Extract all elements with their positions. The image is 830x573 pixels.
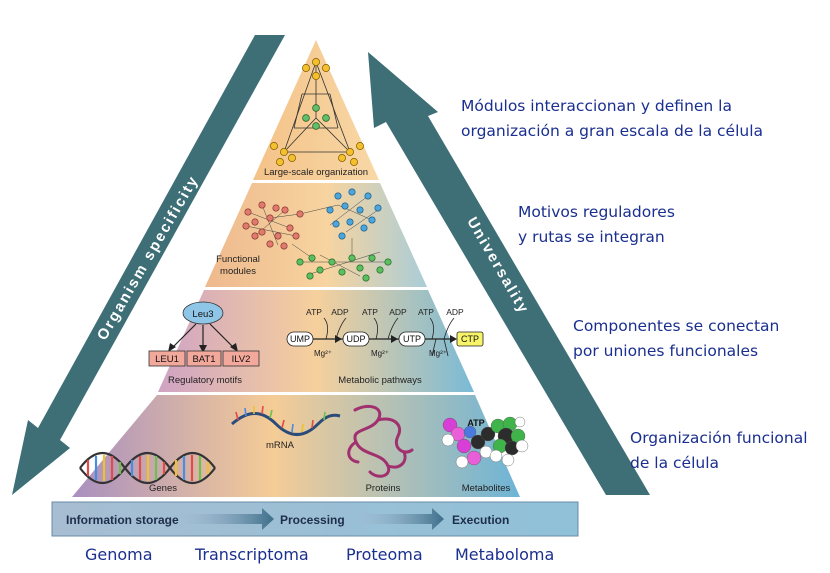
gene-ilv2: ILV2 — [232, 354, 251, 365]
functional-modules-label-1: Functional — [216, 254, 260, 265]
gene-box-bat1 — [186, 350, 222, 367]
omics-metaboloma: Metaboloma — [455, 545, 555, 564]
protein-ribbon-icon — [347, 404, 414, 478]
genes-label: Genes — [149, 483, 177, 494]
atp-label-2: ATP — [362, 307, 378, 317]
atp-label-3: ATP — [418, 307, 434, 317]
organism-specificity-arrow — [12, 35, 285, 495]
large-scale-organization-label: Large-scale organization — [264, 167, 368, 178]
metabolites-label: Metabolites — [462, 483, 511, 494]
atp-label-1: ATP — [306, 307, 322, 317]
annotation-motifs-line-1: Motivos reguladores — [518, 203, 675, 221]
annotation-modules-line-2: organización a gran escala de la célula — [461, 122, 764, 140]
leu3-node — [182, 301, 224, 325]
omics-transcriptoma: Transcriptoma — [195, 545, 309, 564]
universality-arrow — [368, 52, 650, 495]
omics-genoma: Genoma — [85, 545, 153, 564]
flow-arrow-1 — [180, 508, 274, 530]
mg-label-3: Mg²⁺ — [429, 349, 447, 358]
mrna-label: mRNA — [266, 440, 295, 451]
annotation-organization: Organización funcional de la célula — [630, 426, 808, 476]
mg-label-2: Mg²⁺ — [371, 349, 389, 358]
information-storage-label: Information storage — [66, 513, 179, 527]
annotation-motifs: Motivos reguladores y rutas se integran — [518, 200, 675, 250]
udp-label: UDP — [346, 334, 365, 344]
flow-arrow-2 — [360, 508, 444, 530]
adp-label-1: ADP — [331, 307, 349, 317]
annotation-components: Componentes se conectan por uniones func… — [573, 314, 779, 364]
atp-molecule-label: ATP — [467, 418, 484, 428]
annotation-components-line-1: Componentes se conectan — [573, 317, 780, 335]
annotation-organization-line-2: de la célula — [630, 454, 720, 472]
proteins-label: Proteins — [366, 483, 401, 494]
functional-modules-label-2: modules — [220, 266, 256, 277]
regulatory-motifs-label: Regulatory motifs — [168, 375, 242, 386]
annotation-organization-line-1: Organización funcional — [630, 429, 808, 447]
execution-label: Execution — [452, 513, 509, 527]
mrna-strand-icon — [231, 405, 341, 436]
metabolic-pathways-label: Metabolic pathways — [338, 375, 422, 386]
ump-node — [286, 331, 314, 347]
dna-helix-icon — [79, 452, 216, 484]
utp-node — [398, 331, 426, 347]
mg-label-1: Mg²⁺ — [314, 349, 332, 358]
atp-molecule-icon — [441, 416, 529, 469]
adp-label-3: ADP — [446, 307, 464, 317]
processing-label: Processing — [280, 513, 345, 527]
udp-node — [342, 331, 370, 347]
pyramid-level-3 — [158, 290, 474, 392]
gene-box-leu1 — [148, 350, 186, 367]
ctp-node — [456, 331, 484, 347]
utp-label: UTP — [403, 334, 421, 344]
ctp-label: CTP — [461, 334, 479, 344]
gene-box-ilv2 — [222, 350, 260, 367]
gene-bat1: BAT1 — [192, 354, 215, 365]
metabolic-pathway — [312, 317, 457, 357]
adp-label-2: ADP — [389, 307, 407, 317]
annotation-modules: Módulos interaccionan y definen la organ… — [461, 94, 763, 144]
leu3-label: Leu3 — [192, 309, 213, 320]
annotation-modules-line-1: Módulos interaccionan y definen la — [461, 97, 732, 115]
annotation-components-line-2: por uniones funcionales — [573, 342, 759, 360]
gene-leu1: LEU1 — [155, 354, 179, 365]
omics-proteoma: Proteoma — [346, 545, 423, 564]
ump-label: UMP — [290, 334, 310, 344]
flow-bar — [51, 501, 579, 537]
annotation-motifs-line-2: y rutas se integran — [518, 228, 665, 246]
